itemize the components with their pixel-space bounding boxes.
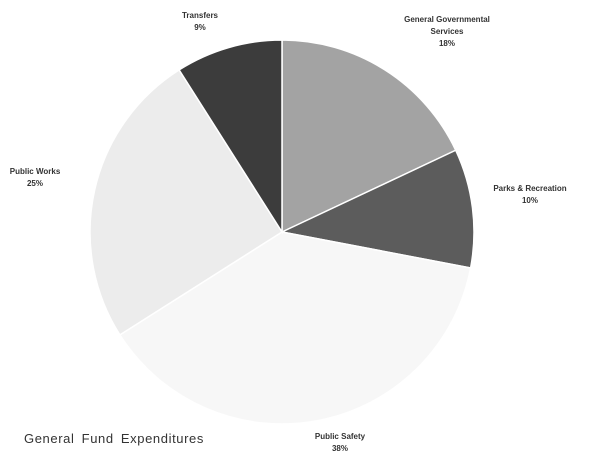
slice-name: Public Safety	[314, 432, 366, 441]
pie-slice	[281, 39, 457, 234]
slice-label: Parks & Recreation 10%	[475, 183, 585, 207]
slice-label: General Governmental Services 18%	[392, 14, 502, 50]
slice-name: Transfers	[181, 11, 219, 20]
slice-label: Public Safety 38%	[285, 431, 395, 455]
slice-value: 10%	[521, 196, 538, 205]
slice-name: Public Works	[9, 167, 61, 176]
slice-value: 38%	[331, 444, 348, 453]
pie-slice	[279, 149, 475, 269]
slice-name: Parks & Recreation	[493, 184, 567, 193]
slice-label: Transfers 9%	[160, 10, 240, 34]
chart-title: General Fund Expenditures	[24, 431, 204, 446]
slice-value: 25%	[26, 179, 43, 188]
slice-value: 9%	[194, 23, 206, 32]
slice-label: Public Works 25%	[0, 166, 75, 190]
pie-slice	[178, 39, 283, 235]
slice-value: 18%	[438, 39, 455, 48]
slice-name: General Governmental Services	[404, 15, 490, 36]
pie-slice	[89, 68, 284, 336]
